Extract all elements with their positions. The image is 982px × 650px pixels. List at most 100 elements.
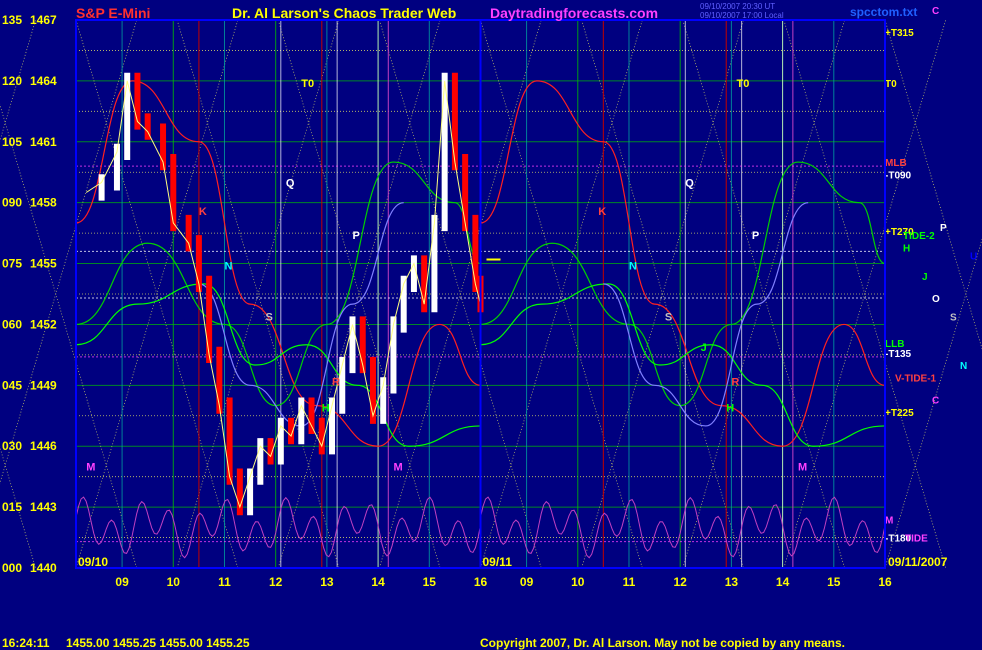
lattice-line (75, 19, 239, 569)
chart-marker-label: T0 (301, 78, 314, 90)
x-tick-label: 13 (725, 575, 739, 589)
lattice-line (682, 19, 845, 569)
right-axis-label: LLB (885, 339, 904, 350)
y-tick-code: 120 (2, 74, 22, 88)
lattice-line (0, 19, 138, 485)
chart-marker-label: M (393, 462, 402, 474)
chart-marker-label: J (701, 342, 707, 354)
y-tick-code: 015 (2, 500, 22, 514)
chart-marker-label: Q (685, 177, 694, 189)
chart-marker-label: M (86, 462, 95, 474)
y-tick-price: 1461 (30, 135, 57, 149)
x-tick-label: 14 (371, 575, 385, 589)
right-axis-label: H (903, 243, 910, 254)
right-axis-label: O (932, 294, 940, 305)
chart-marker-label: S (265, 311, 272, 323)
right-axis-label: P (940, 223, 947, 234)
lattice-line (378, 19, 542, 569)
x-tick-label: 12 (269, 575, 283, 589)
lattice-line (176, 19, 340, 569)
tide-oscillator (75, 496, 481, 559)
right-axis-label: U (970, 251, 977, 262)
y-tick-price: 1455 (30, 257, 57, 271)
day-label: 09/10 (78, 555, 108, 569)
x-tick-label: 12 (674, 575, 688, 589)
copyright-notice: Copyright 2007, Dr. Al Larson. May not b… (480, 636, 845, 650)
forecast-curve (75, 161, 481, 407)
forecast-curve (480, 283, 886, 447)
chart-marker-label: H (726, 403, 734, 415)
lattice-line (277, 19, 441, 569)
y-tick-code: 075 (2, 257, 22, 271)
x-tick-label: 09 (115, 575, 129, 589)
x-tick-label: 14 (776, 575, 790, 589)
forecast-curve (198, 202, 404, 427)
right-axis-label: N (960, 361, 967, 372)
right-axis-label: S (950, 312, 957, 323)
right-axis-label: M (885, 515, 893, 526)
x-tick-label: 13 (320, 575, 334, 589)
chart-marker-label: N (224, 261, 232, 273)
y-tick-price: 1440 (30, 561, 57, 575)
forecast-curve (480, 80, 886, 447)
right-axis-label: +T225 (885, 408, 914, 419)
chart-marker-label: K (598, 206, 606, 218)
y-tick-code: 105 (2, 135, 22, 149)
tide-oscillator (480, 496, 886, 559)
y-tick-price: 1467 (30, 13, 57, 27)
instrument-title: S&P E-Mini (76, 5, 150, 21)
chart-marker-label: S (665, 311, 672, 323)
lattice-line (581, 19, 744, 569)
y-tick-code: 000 (2, 561, 22, 575)
x-tick-label: 11 (218, 575, 231, 589)
right-axis-label: T0 (885, 79, 897, 90)
curve-layer (75, 80, 886, 559)
right-axis-label: C (932, 396, 939, 407)
right-axis-label: -T180 (885, 534, 912, 545)
chart-marker-label: Q (286, 177, 295, 189)
x-tick-label: 09 (520, 575, 534, 589)
right-axis-label: +T315 (885, 28, 914, 39)
site-link[interactable]: Daytradingforecasts.com (490, 5, 658, 21)
forecast-curve (603, 202, 809, 427)
x-tick-label: 16 (474, 575, 488, 589)
x-tick-label: 15 (423, 575, 437, 589)
forecast-curve (75, 283, 481, 447)
letter-layer: T0 Q K P N S H M M R T0 Q K P N S J R H M +T315 C T0 MLB-T090 P +… (86, 6, 977, 545)
data-file-name: spcctom.txt (850, 5, 917, 19)
y-tick-code: 135 (2, 13, 22, 27)
x-tick-label: 15 (827, 575, 841, 589)
y-tick-code: 090 (2, 196, 22, 210)
right-axis-label: V-TIDE-1 (895, 373, 937, 384)
chart-marker-label: N (629, 261, 637, 273)
y-tick-code: 045 (2, 378, 22, 392)
right-axis-label: +T270 (885, 227, 914, 238)
chart-marker-label: M (798, 462, 807, 474)
y-tick-price: 1452 (30, 317, 57, 331)
y-tick-price: 1446 (30, 439, 57, 453)
chart-marker-label: K (199, 206, 207, 218)
y-tick-price: 1458 (30, 196, 57, 210)
lattice-line (480, 19, 643, 569)
right-axis-label: -T135 (885, 349, 912, 360)
right-axis-label: -T090 (885, 170, 912, 181)
forecast-curve (480, 161, 886, 407)
right-axis-label: MLB (885, 158, 907, 169)
y-tick-price: 1464 (30, 74, 57, 88)
right-axis-label: C (932, 6, 939, 17)
right-axis-label: TIDE (905, 534, 928, 545)
price-layer (85, 72, 501, 516)
lattice-line (783, 19, 947, 569)
x-tick-label: 10 (571, 575, 585, 589)
price-close-line (85, 80, 481, 509)
x-tick-label: 16 (878, 575, 892, 589)
status-time: 16:24:11 (2, 636, 50, 650)
chart-marker-label: R (731, 376, 739, 388)
chart-marker-label: P (352, 230, 359, 242)
right-axis-label: TIDE-2 (903, 231, 935, 242)
forecast-curve (75, 80, 481, 447)
day-label: 09/11 (483, 555, 513, 569)
lattice-line (884, 238, 982, 569)
